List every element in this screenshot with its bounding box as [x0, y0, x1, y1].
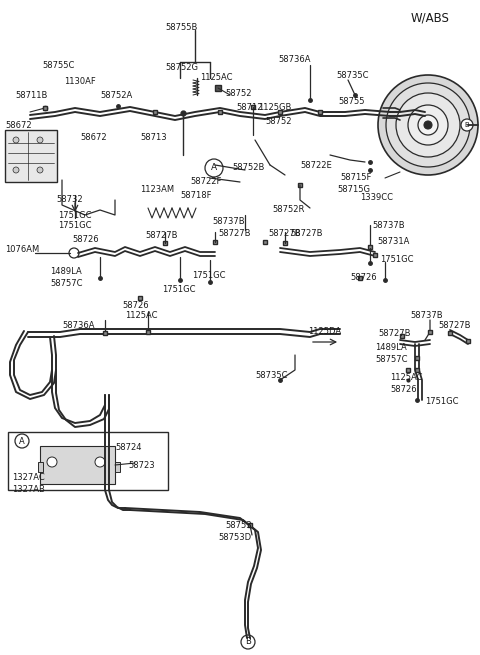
- Text: 58755: 58755: [338, 98, 364, 107]
- Text: 58726: 58726: [350, 274, 377, 282]
- Circle shape: [37, 137, 43, 143]
- Circle shape: [461, 119, 473, 131]
- Text: 58757C: 58757C: [50, 278, 83, 288]
- Text: W/ABS: W/ABS: [410, 12, 449, 24]
- Text: 58737B: 58737B: [410, 310, 443, 320]
- Text: 58755C: 58755C: [42, 60, 74, 69]
- Text: 58737B: 58737B: [372, 221, 405, 229]
- Circle shape: [13, 167, 19, 173]
- Bar: [40, 446, 115, 484]
- Text: 1125DA: 1125DA: [308, 328, 341, 337]
- Bar: [38, 462, 43, 472]
- Text: 58715G: 58715G: [337, 185, 370, 195]
- Text: 1489LA: 1489LA: [375, 343, 407, 352]
- Text: 1123AM: 1123AM: [140, 185, 174, 195]
- Text: 58735C: 58735C: [336, 71, 369, 79]
- Text: A: A: [19, 436, 25, 445]
- Text: 58752B: 58752B: [232, 164, 264, 172]
- Circle shape: [418, 115, 438, 135]
- Text: 58724: 58724: [115, 443, 142, 453]
- Text: 58752R: 58752R: [272, 206, 304, 214]
- Circle shape: [69, 248, 79, 258]
- Text: 1327AB: 1327AB: [12, 485, 45, 495]
- Text: 58718F: 58718F: [180, 191, 212, 200]
- Text: B: B: [465, 122, 469, 128]
- Text: 58672: 58672: [80, 134, 107, 143]
- Text: 1125AC: 1125AC: [390, 373, 422, 383]
- Text: A: A: [211, 164, 217, 172]
- Text: 1327AC: 1327AC: [12, 474, 45, 483]
- Text: 58732: 58732: [56, 195, 83, 204]
- Text: 58726: 58726: [122, 301, 149, 310]
- Text: 58727B: 58727B: [268, 229, 300, 238]
- Text: 1339CC: 1339CC: [360, 193, 393, 202]
- Text: 1751GC: 1751GC: [192, 271, 226, 280]
- Text: 58723: 58723: [128, 460, 155, 470]
- Text: 58726: 58726: [390, 386, 417, 394]
- Text: 58722F: 58722F: [190, 178, 221, 187]
- Circle shape: [95, 457, 105, 467]
- Text: 1751GC: 1751GC: [58, 210, 92, 219]
- Text: 58731A: 58731A: [377, 238, 409, 246]
- Text: 58713: 58713: [140, 134, 167, 143]
- Text: 58753: 58753: [225, 521, 252, 529]
- Text: 58755B: 58755B: [165, 24, 197, 33]
- Text: 1489LA: 1489LA: [50, 267, 82, 276]
- Text: 58736A: 58736A: [278, 56, 311, 64]
- Text: 58757C: 58757C: [375, 356, 408, 364]
- Circle shape: [424, 121, 432, 129]
- Text: 1076AM: 1076AM: [5, 246, 39, 255]
- Text: 58715F: 58715F: [340, 174, 372, 183]
- Text: 58727B: 58727B: [218, 229, 251, 238]
- Circle shape: [386, 83, 470, 167]
- Circle shape: [408, 105, 448, 145]
- Text: 1125AC: 1125AC: [125, 310, 157, 320]
- Circle shape: [37, 167, 43, 173]
- Text: 58727B: 58727B: [290, 229, 323, 238]
- Text: 58727B: 58727B: [438, 320, 470, 329]
- Text: 58712: 58712: [236, 103, 263, 113]
- Bar: [5, 130, 57, 182]
- Text: 58752: 58752: [265, 117, 291, 126]
- Text: 58735C: 58735C: [255, 371, 288, 379]
- Text: 58753D: 58753D: [218, 533, 251, 542]
- Text: 58727B: 58727B: [145, 231, 178, 240]
- Text: 1125GB: 1125GB: [258, 103, 291, 113]
- Text: 58672: 58672: [5, 121, 32, 130]
- Text: 58736A: 58736A: [62, 320, 95, 329]
- Circle shape: [205, 159, 223, 177]
- Circle shape: [47, 457, 57, 467]
- Circle shape: [378, 75, 478, 175]
- Text: 1751GC: 1751GC: [58, 221, 92, 231]
- Text: 58727B: 58727B: [378, 329, 410, 337]
- Text: 1130AF: 1130AF: [64, 77, 96, 86]
- Circle shape: [15, 434, 29, 448]
- Bar: [8, 432, 168, 490]
- Text: B: B: [245, 637, 251, 646]
- Text: 1751GC: 1751GC: [425, 398, 458, 407]
- Circle shape: [396, 93, 460, 157]
- Circle shape: [13, 137, 19, 143]
- Text: 58752: 58752: [225, 88, 252, 98]
- Text: 58722E: 58722E: [300, 160, 332, 170]
- Text: 1125AC: 1125AC: [200, 73, 232, 83]
- Circle shape: [241, 635, 255, 649]
- Text: 58726: 58726: [72, 236, 98, 244]
- Text: 58752A: 58752A: [100, 90, 132, 100]
- Text: 58737B: 58737B: [212, 217, 245, 227]
- Text: 58711B: 58711B: [15, 90, 48, 100]
- Text: 1751GC: 1751GC: [380, 255, 413, 265]
- Text: 1751GC: 1751GC: [162, 286, 195, 295]
- Bar: [115, 462, 120, 472]
- Text: 58752G: 58752G: [165, 64, 198, 73]
